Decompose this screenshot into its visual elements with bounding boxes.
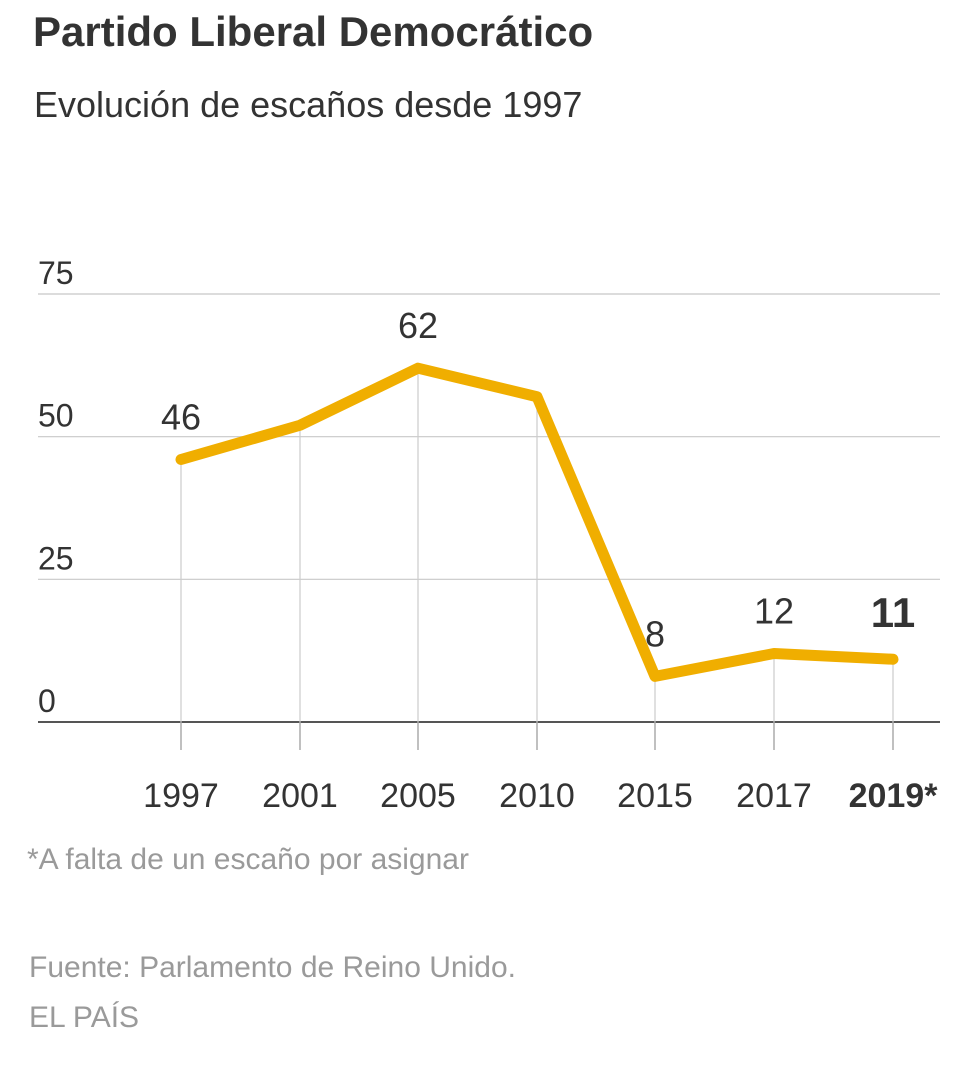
- x-tick-label-6: 2019*: [849, 777, 939, 815]
- x-tick-label-2: 2005: [380, 777, 456, 815]
- chart-title: Partido Liberal Democrático: [33, 8, 594, 55]
- x-tick-labels: 1997 2001 2005 2010 2015 2017 2019*: [143, 777, 938, 815]
- x-tick-label-4: 2015: [617, 777, 693, 815]
- y-tick-label-75: 75: [38, 255, 74, 291]
- x-tick-label-0: 1997: [143, 777, 219, 815]
- data-labels: 46 62 8 12 11: [161, 305, 915, 654]
- x-tick-label-1: 2001: [262, 777, 338, 815]
- footnote: *A falta de un escaño por asignar: [27, 843, 469, 876]
- y-tick-label-0: 0: [38, 683, 56, 719]
- chart-subtitle: Evolución de escaños desde 1997: [34, 84, 583, 125]
- series-line-layer: [175, 362, 899, 682]
- source-note: Fuente: Parlamento de Reino Unido.: [29, 951, 516, 984]
- x-tick-label-5: 2017: [736, 777, 812, 815]
- y-tick-label-25: 25: [38, 540, 74, 576]
- data-label-2019: 11: [871, 589, 915, 636]
- line-chart: 0 25 50 75 1997 2001 2005 2010 2015 2017 2019* 46…: [38, 255, 940, 815]
- data-label-2015: 8: [645, 613, 665, 654]
- data-label-2017: 12: [754, 591, 794, 632]
- gridlines: [38, 293, 940, 723]
- drop-lines: [180, 368, 894, 722]
- x-ticks: [180, 722, 894, 750]
- series-line: [175, 362, 899, 682]
- y-tick-labels: 0 25 50 75: [38, 255, 74, 719]
- data-label-2005: 62: [398, 305, 438, 346]
- y-tick-label-50: 50: [38, 398, 74, 434]
- data-label-1997: 46: [161, 396, 201, 437]
- x-tick-label-3: 2010: [499, 777, 575, 815]
- brand-name: EL PAÍS: [29, 1001, 140, 1034]
